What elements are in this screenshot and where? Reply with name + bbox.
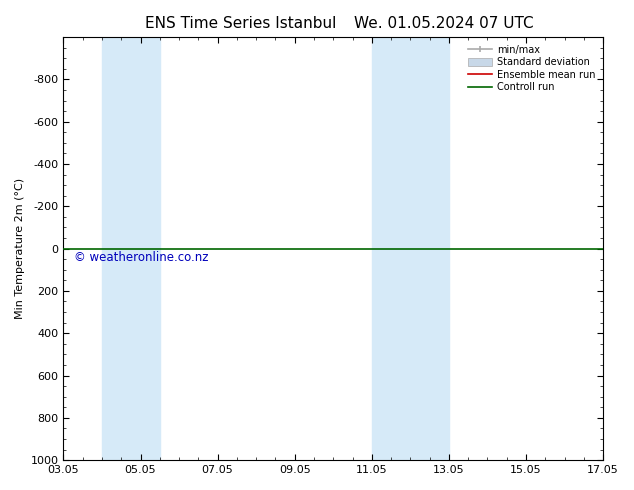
Text: We. 01.05.2024 07 UTC: We. 01.05.2024 07 UTC xyxy=(354,16,534,31)
Bar xyxy=(372,37,449,460)
Legend: min/max, Standard deviation, Ensemble mean run, Controll run: min/max, Standard deviation, Ensemble me… xyxy=(465,42,598,95)
Text: © weatheronline.co.nz: © weatheronline.co.nz xyxy=(74,251,209,264)
Bar xyxy=(102,37,160,460)
Text: ENS Time Series Istanbul: ENS Time Series Istanbul xyxy=(145,16,337,31)
Y-axis label: Min Temperature 2m (°C): Min Temperature 2m (°C) xyxy=(15,178,25,319)
